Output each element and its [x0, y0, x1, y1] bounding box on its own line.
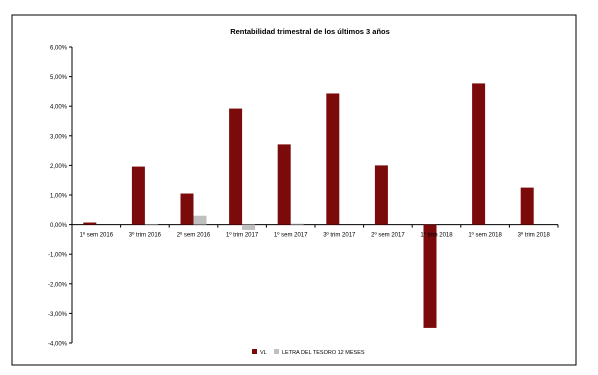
y-tick-label: -2,00% [48, 282, 68, 288]
bar-letra [290, 223, 304, 225]
legend-swatch [252, 349, 257, 354]
y-tick-label: 0,00% [50, 223, 68, 229]
x-tick-label: 1º trim 2018 [420, 232, 453, 239]
legend-label: LETRA DEL TESORO 12 MESES [282, 350, 365, 356]
x-tick-label: 3º trim 2018 [518, 232, 551, 239]
x-tick-label: 2º sem 2016 [177, 232, 211, 239]
chart-frame [11, 14, 577, 366]
y-tick-label: 3,00% [50, 134, 68, 140]
bar-letra [144, 224, 158, 225]
y-tick-label: -4,00% [48, 342, 68, 348]
bar-letra [193, 215, 207, 225]
y-tick-label: -3,00% [48, 312, 68, 318]
bar-vl [131, 166, 145, 225]
bar-vl [520, 187, 534, 225]
x-tick-label: 1º sem 2018 [468, 232, 502, 239]
plot-area: 6,00% 5,00% 4,00% 3,00% 2,00% 1,00% 0,00% -1,00… [48, 46, 559, 348]
bar-letra [242, 224, 256, 230]
y-tick-label: 2,00% [50, 164, 68, 170]
y-tick-label: 1,00% [50, 194, 68, 200]
y-tick-label: 4,00% [50, 105, 68, 111]
y-tick-label: 6,00% [50, 46, 68, 52]
chart-title: Rentabilidad trimestral de los últimos 3… [230, 27, 390, 36]
x-tick-label: 1º sem 2017 [274, 232, 308, 239]
bar-vl [423, 224, 437, 328]
bar-vl [326, 93, 340, 225]
bar-vl [472, 83, 486, 225]
legend-label: VL [260, 350, 267, 356]
bar-vl [83, 222, 97, 225]
legend: VL LETRA DEL TESORO 12 MESES [252, 349, 365, 356]
x-tick-label: 2º sem 2017 [371, 232, 405, 239]
x-tick-label: 3º trim 2016 [129, 232, 162, 239]
x-tick-label: 1º trim 2017 [226, 232, 259, 239]
y-tick-label: 5,00% [50, 75, 68, 81]
bar-vl [277, 144, 291, 225]
bar-vl [229, 108, 243, 225]
y-tick-label: -1,00% [48, 253, 68, 259]
x-tick-label: 1º sem 2016 [80, 232, 114, 239]
legend-swatch [274, 349, 279, 354]
bar-vl [180, 193, 194, 225]
bar-vl [374, 165, 388, 225]
x-tick-label: 3º trim 2017 [323, 232, 356, 239]
